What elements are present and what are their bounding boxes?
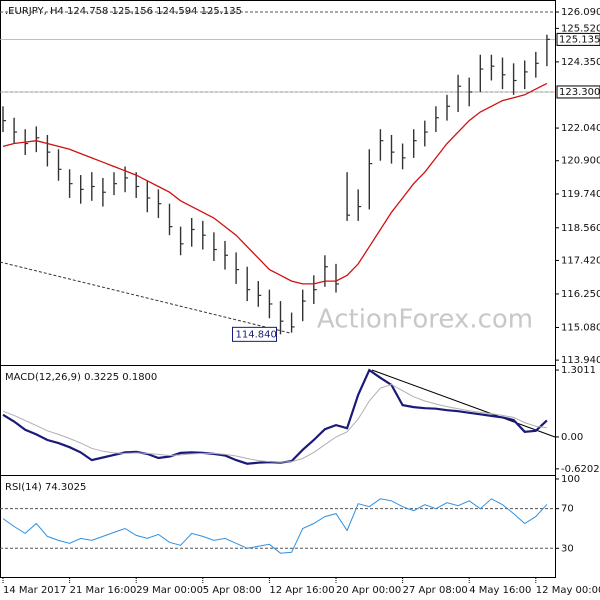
y-tick-label: 30 — [561, 543, 574, 554]
x-tick-label: 21 Mar 16:00 — [70, 585, 137, 596]
series-line — [2, 383, 547, 463]
low-label-box — [232, 326, 277, 342]
price-label: 125.135 — [559, 34, 600, 45]
panel-title: MACD(12,26,9) 0.3225 0.1800 — [5, 372, 157, 383]
x-tick-label: 4 May 16:00 — [469, 585, 531, 596]
series-line — [2, 368, 548, 465]
y-tick-label: 124.350 — [561, 57, 600, 68]
watermark: ActionForex.com — [317, 305, 533, 335]
price-label: 123.300 — [559, 87, 600, 98]
x-tick-label: 20 Apr 00:00 — [336, 585, 401, 596]
y-tick-label: -0.6202 — [561, 464, 600, 475]
x-tick-label: 5 Apr 08:00 — [203, 585, 262, 596]
y-tick-label: 122.040 — [561, 123, 600, 134]
y-tick-label: 70 — [561, 504, 574, 515]
y-tick-label: 117.420 — [561, 255, 600, 266]
y-tick-label: 115.080 — [561, 322, 600, 333]
x-tick-label: 27 Apr 08:00 — [403, 585, 468, 596]
x-tick-label: 29 Mar 00:00 — [136, 585, 203, 596]
y-tick-label: 1.3011 — [561, 365, 596, 376]
y-tick-label: 0.00 — [561, 432, 583, 443]
series-line — [2, 82, 548, 285]
price-label-box — [556, 85, 600, 99]
y-tick-label: 113.940 — [561, 355, 600, 366]
trend-line — [371, 369, 556, 438]
x-tick-label: 12 May 00:00 — [536, 585, 600, 596]
x-tick-label: 14 Mar 2017 — [3, 585, 66, 596]
y-tick-label: 125.520 — [561, 23, 600, 34]
panel-title: .EURJPY, H4 124.758 125.156 124.594 125.… — [5, 6, 242, 17]
frame — [0, 0, 556, 578]
y-tick-label: 119.740 — [561, 189, 600, 200]
y-tick-label: 116.250 — [561, 289, 600, 300]
panel-title: RSI(14) 74.3025 — [5, 482, 86, 493]
y-tick-label: 118.560 — [561, 223, 600, 234]
low-label: 114.840 — [236, 329, 277, 340]
y-tick-label: 126.090 — [561, 7, 600, 18]
y-tick-label: 100 — [561, 474, 580, 485]
y-tick-label: 120.900 — [561, 156, 600, 167]
x-tick-label: 12 Apr 16:00 — [269, 585, 334, 596]
series-line — [2, 498, 548, 554]
price-label-box — [556, 32, 600, 46]
